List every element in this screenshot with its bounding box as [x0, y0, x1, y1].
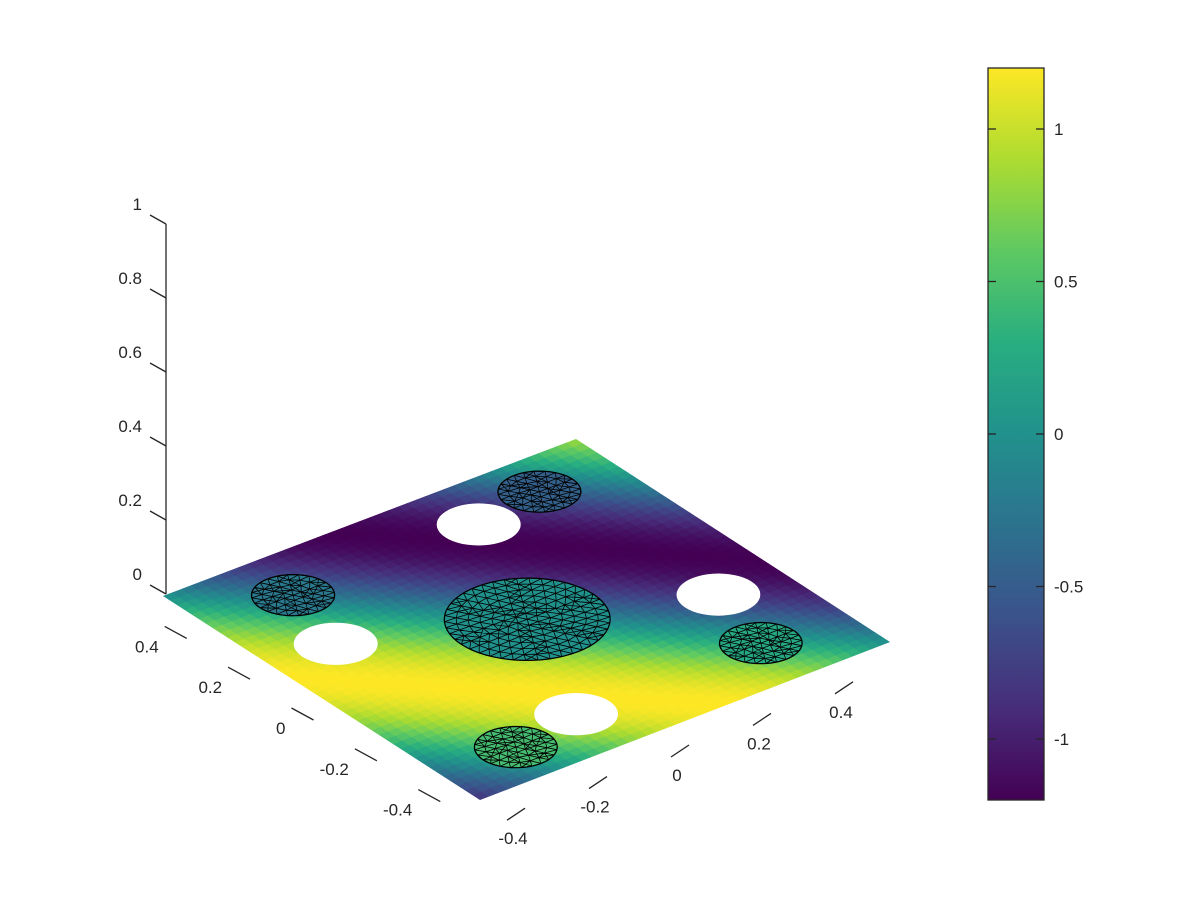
- colorbar-tick-label: 0: [1054, 425, 1063, 444]
- colorbar-gradient: [988, 68, 1044, 800]
- hole: [676, 573, 761, 616]
- disk-outline: [718, 621, 803, 665]
- colorbar-tick-label: 0.5: [1054, 273, 1078, 292]
- x-axis: -0.4 -0.2 0 0.2 0.4: [498, 681, 854, 848]
- y-tick: [354, 748, 378, 762]
- z-tick-label: 0.6: [118, 343, 142, 362]
- y-tick-label: 0.2: [198, 678, 222, 697]
- meshed-disk: [443, 577, 611, 662]
- x-tick-label: -0.4: [498, 829, 527, 848]
- surface-cell: [872, 637, 890, 646]
- z-tick-label: 0.4: [118, 417, 142, 436]
- meshed-disk: [473, 725, 558, 769]
- hole: [534, 692, 619, 736]
- y-axis: -0.4 -0.2 0 0.2 0.4: [135, 625, 441, 820]
- z-tick-label: 1: [133, 195, 142, 214]
- disk-outline: [250, 573, 336, 617]
- y-tick: [227, 666, 251, 680]
- y-tick-label: 0: [276, 719, 285, 738]
- x-tick-label: 0.4: [829, 703, 853, 722]
- y-tick: [164, 625, 188, 639]
- x-tick-label: 0.2: [747, 734, 771, 753]
- disk-outline: [443, 577, 611, 662]
- x-tick: [588, 776, 608, 790]
- z-tick: [149, 436, 167, 447]
- hole: [293, 622, 378, 665]
- y-tick-label: -0.4: [383, 801, 412, 820]
- z-tick-label: 0: [133, 565, 142, 584]
- z-tick: [149, 510, 167, 521]
- x-tick: [752, 712, 772, 726]
- meshed-disk: [718, 621, 803, 665]
- x-tick: [506, 807, 526, 821]
- x-tick: [670, 744, 690, 758]
- z-tick: [149, 584, 167, 595]
- z-tick: [149, 214, 167, 225]
- z-axis: 0 0.2 0.4 0.6 0.8 1: [118, 195, 167, 595]
- x-tick: [834, 681, 854, 695]
- y-tick-label: 0.4: [135, 637, 159, 656]
- x-tick-label: 0: [672, 766, 681, 785]
- z-tick: [149, 362, 167, 373]
- meshed-disk: [250, 573, 336, 617]
- meshed-disks: [250, 470, 803, 769]
- disk-outline: [497, 470, 582, 513]
- y-tick: [417, 789, 441, 803]
- z-tick-label: 0.8: [118, 269, 142, 288]
- holes: [293, 503, 761, 736]
- z-tick-label: 0.2: [118, 491, 142, 510]
- colorbar-tick-label: -0.5: [1054, 578, 1083, 597]
- x-tick-label: -0.2: [580, 798, 609, 817]
- hole: [436, 503, 521, 546]
- y-tick: [291, 707, 314, 721]
- y-tick-label: -0.2: [320, 760, 349, 779]
- colorbar: 1 0.5 0 -0.5 -1: [987, 67, 1083, 801]
- colorbar-tick-label: 1: [1054, 120, 1063, 139]
- surface-plane: [163, 439, 890, 800]
- colorbar-tick-label: -1: [1054, 730, 1069, 749]
- disk-outline: [473, 725, 558, 769]
- z-tick: [149, 288, 167, 299]
- meshed-disk: [497, 470, 582, 513]
